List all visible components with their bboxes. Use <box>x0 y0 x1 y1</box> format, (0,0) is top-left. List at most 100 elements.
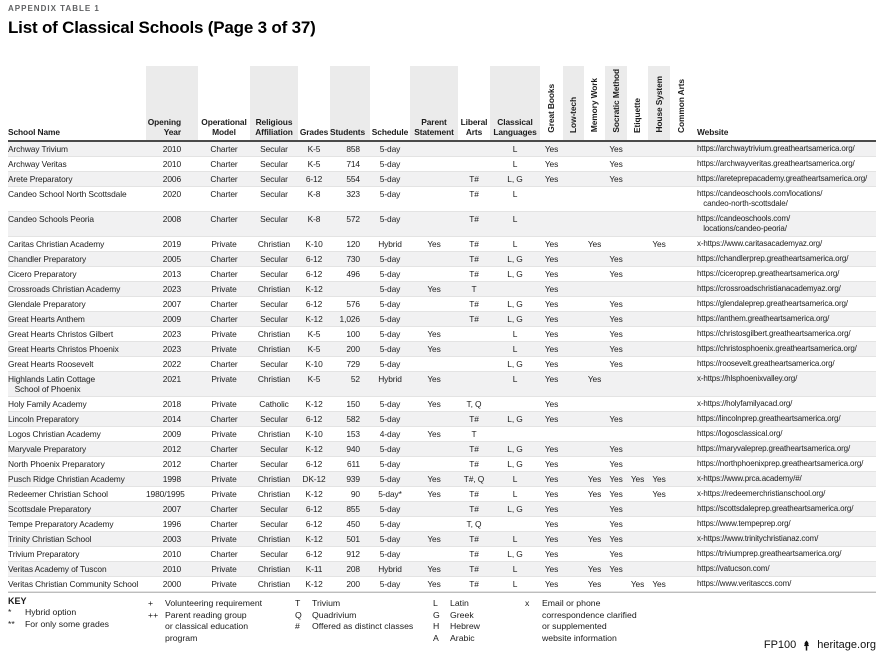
cell-parent_statement <box>410 252 458 267</box>
cell-great_books: Yes <box>544 564 559 574</box>
cell-students: 90 <box>350 489 360 499</box>
cell-name: Archway Trivium <box>8 144 68 154</box>
cell-religious_affiliation: Secular <box>260 214 288 224</box>
cell-website: x-https://hlsphoenixvalley.org/ <box>697 374 798 383</box>
cell-great_books: Yes <box>544 284 559 294</box>
cell-schedule: 5-day <box>379 534 401 544</box>
cell-socratic_method: Yes <box>609 329 623 339</box>
cell-socratic_method <box>605 372 627 397</box>
cell-religious_affiliation: Secular <box>260 314 288 324</box>
table-row: Trinity Christian School 2003 Private Chris… <box>8 531 876 547</box>
key-text: Parent reading group or classical educat… <box>165 609 249 643</box>
cell-schedule: 5-day <box>379 269 401 279</box>
cell-great_books: Yes <box>544 519 559 529</box>
cell-religious_affiliation: Christian <box>257 474 291 484</box>
cell-common_arts <box>670 442 693 457</box>
cell-website: https://archwayveritas.greatheartsameric… <box>697 159 855 168</box>
cell-operational_model: Private <box>211 374 237 384</box>
cell-etiquette <box>627 252 648 267</box>
cell-liberal_arts: T# <box>469 299 479 309</box>
cell-memory_work: Yes <box>587 474 602 484</box>
cell-parent_statement <box>410 297 458 312</box>
cell-website: https://chandlerprep.greatheartsamerica.… <box>697 254 849 263</box>
cell-students: 100 <box>346 329 360 339</box>
column-header-religious_affiliation: Religious Affiliation <box>250 66 298 142</box>
cell-name: North Phoenix Preparatory <box>8 459 105 469</box>
cell-students: 714 <box>346 159 360 169</box>
cell-opening_year: 2010 <box>162 549 181 559</box>
cell-website: https://www.veritasccs.com/ <box>697 579 792 588</box>
cell-students: 939 <box>346 474 360 484</box>
cell-great_books: Yes <box>544 399 559 409</box>
cell-socratic_method: Yes <box>609 504 623 514</box>
column-header-great_books: Great Books <box>540 66 563 142</box>
cell-name: Redeemer Christian School <box>8 489 108 499</box>
cell-classical_languages <box>490 397 540 412</box>
cell-name: Great Hearts Christos Gilbert <box>8 329 114 339</box>
cell-common_arts <box>670 342 693 357</box>
cell-great_books <box>540 212 563 237</box>
cell-liberal_arts <box>458 141 490 157</box>
table-row: Candeo School North Scottsdale 2020 Charte… <box>8 187 876 212</box>
cell-grades: K-5 <box>307 159 321 169</box>
cell-house_system <box>648 141 670 157</box>
column-header-parent_statement: Parent Statement <box>410 66 458 142</box>
cell-parent_statement <box>410 502 458 517</box>
cell-etiquette <box>627 237 648 252</box>
cell-etiquette <box>627 312 648 327</box>
cell-low_tech <box>563 412 584 427</box>
cell-memory_work <box>584 357 605 372</box>
cell-grades: 6-12 <box>305 174 323 184</box>
key-entries-main: * Hybrid option ** For only some grades <box>8 607 109 630</box>
cell-students: 855 <box>346 504 360 514</box>
cell-liberal_arts: T# <box>469 414 479 424</box>
cell-classical_languages: L, G <box>507 254 523 264</box>
cell-socratic_method: Yes <box>609 489 623 499</box>
cell-low_tech <box>563 282 584 297</box>
cell-schedule: 5-day <box>379 474 401 484</box>
cell-great_books: Yes <box>544 374 559 384</box>
table-row: Great Hearts Anthem 2009 Charter Secular K-1… <box>8 311 876 327</box>
cell-liberal_arts: T, Q <box>466 399 482 409</box>
key-entry: A Arabic <box>433 633 480 645</box>
cell-parent_statement <box>410 517 458 532</box>
cell-low_tech <box>563 397 584 412</box>
cell-opening_year: 2010 <box>162 159 181 169</box>
cell-house_system <box>648 397 670 412</box>
cell-low_tech <box>563 442 584 457</box>
cell-opening_year: 2008 <box>162 214 181 224</box>
column-header-common_arts: Common Arts <box>670 66 693 142</box>
key-group: L Latin G Greek H Hebrew A Arabic <box>433 598 480 644</box>
cell-operational_model: Charter <box>210 444 238 454</box>
table-row: Veritas Academy of Tuscon 2010 Private Chri… <box>8 561 876 577</box>
cell-parent_statement <box>410 212 458 237</box>
key-entry: H Hebrew <box>433 621 480 633</box>
cell-name: Great Hearts Christos Phoenix <box>8 344 119 354</box>
cell-memory_work <box>584 397 605 412</box>
cell-grades: 6-12 <box>305 414 323 424</box>
cell-memory_work: Yes <box>587 579 602 589</box>
cell-opening_year: 2007 <box>162 299 181 309</box>
table-row: Maryvale Preparatory 2012 Charter Secular K-… <box>8 441 876 457</box>
cell-opening_year: 2009 <box>162 314 181 324</box>
cell-common_arts <box>670 172 693 187</box>
cell-low_tech <box>563 472 584 487</box>
cell-liberal_arts: T# <box>469 459 479 469</box>
table-row: Redeemer Christian School 1980/1995 Privat… <box>8 487 876 502</box>
cell-classical_languages: L <box>512 144 518 154</box>
cell-name: Cicero Preparatory <box>8 269 77 279</box>
cell-etiquette <box>627 141 648 157</box>
column-header-etiquette: Etiquette <box>627 66 648 142</box>
cell-memory_work <box>584 172 605 187</box>
cell-students: 611 <box>346 459 360 469</box>
cell-students: 554 <box>346 174 360 184</box>
cell-common_arts <box>670 517 693 532</box>
cell-etiquette <box>627 427 648 442</box>
key-entry: * Hybrid option <box>8 607 109 619</box>
cell-operational_model: Private <box>211 564 237 574</box>
cell-socratic_method: Yes <box>609 534 623 544</box>
cell-house_system <box>648 412 670 427</box>
cell-great_books: Yes <box>544 314 559 324</box>
cell-name: Highlands Latin Cottage School of Phoeni… <box>8 374 96 394</box>
cell-memory_work <box>584 187 605 212</box>
